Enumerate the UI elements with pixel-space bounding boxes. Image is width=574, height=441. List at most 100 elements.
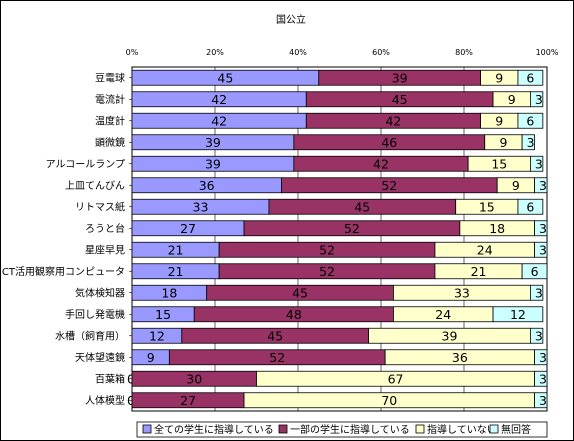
data-label: 24 (477, 242, 493, 257)
data-label: 42 (385, 113, 401, 128)
x-tick-label: 80% (455, 48, 473, 57)
data-label: 42 (211, 92, 227, 107)
data-label: 52 (319, 264, 335, 279)
x-tick-label: 60% (372, 48, 390, 57)
category-label: ろうと台 (85, 222, 125, 235)
data-label: 21 (168, 242, 184, 257)
legend-label: 無回答 (501, 423, 531, 436)
data-label: 39 (392, 70, 408, 85)
data-label: 18 (489, 221, 505, 236)
bar-segment (521, 134, 535, 151)
data-label: 3 (527, 135, 535, 150)
data-label: 9 (508, 92, 516, 107)
category-label: 星座早見 (85, 243, 125, 256)
legend-swatch (278, 424, 288, 434)
bar-segment (534, 220, 548, 237)
bar-segment (534, 177, 548, 194)
data-label: 6 (531, 264, 539, 279)
data-label: 45 (267, 328, 283, 343)
legend-swatch (142, 424, 152, 434)
data-label: 24 (435, 307, 451, 322)
data-label: 3 (535, 92, 543, 107)
data-label: 30 (186, 371, 202, 386)
data-label: 3 (539, 178, 547, 193)
category-label: ICT活用観察用コンピュータ (1, 265, 125, 278)
data-label: 45 (292, 285, 308, 300)
data-label: 18 (161, 285, 177, 300)
category-label: リトマス紙 (75, 200, 125, 213)
category-label: 上皿てんびん (65, 180, 125, 192)
data-label: 12 (510, 307, 526, 322)
data-label: 9 (499, 135, 507, 150)
category-label: 気体検知器 (75, 286, 125, 299)
x-tick-label: 0% (126, 48, 139, 57)
data-label: 15 (155, 307, 171, 322)
data-label: 9 (495, 70, 503, 85)
data-label: 52 (269, 350, 285, 365)
legend-swatch (489, 424, 499, 434)
legend-label: 一部の学生に指導している (290, 423, 410, 436)
data-label: 39 (205, 135, 221, 150)
data-label: 70 (381, 393, 397, 408)
bar-segment (530, 284, 544, 301)
data-label: 45 (217, 70, 233, 85)
data-label: 45 (354, 199, 370, 214)
data-label: 9 (512, 178, 520, 193)
data-label: 6 (526, 199, 534, 214)
data-label: 33 (193, 199, 209, 214)
data-label: 3 (539, 371, 547, 386)
data-label: 3 (539, 221, 547, 236)
data-label: 27 (180, 393, 196, 408)
legend-label: 全ての学生に指導している (154, 423, 274, 436)
data-label: 39 (442, 328, 458, 343)
data-label: 3 (539, 242, 547, 257)
category-label: 電流計 (95, 93, 125, 106)
bar-segment (534, 241, 548, 258)
data-label: 52 (344, 221, 360, 236)
bar-segment (534, 370, 548, 387)
data-label: 15 (479, 199, 495, 214)
bar-segment (534, 392, 548, 409)
data-label: 3 (535, 156, 543, 171)
data-label: 12 (149, 328, 165, 343)
data-label: 3 (539, 350, 547, 365)
data-label: 42 (211, 113, 227, 128)
bar-segment (530, 327, 544, 344)
bar-segment (492, 306, 544, 323)
data-label: 67 (388, 371, 404, 386)
data-label: 9 (147, 350, 155, 365)
bar-segment (530, 155, 544, 172)
legend-swatch (415, 424, 425, 434)
bar-segment (517, 69, 544, 86)
category-label: 百葉箱 (95, 372, 125, 385)
data-label: 3 (535, 285, 543, 300)
x-tick-label: 40% (289, 48, 307, 57)
data-label: 3 (539, 393, 547, 408)
data-label: 6 (526, 70, 534, 85)
category-label: 温度計 (95, 114, 125, 127)
category-label: 水槽（飼育用） (55, 329, 125, 342)
data-label: 6 (526, 113, 534, 128)
chart-title: 国公立 (276, 13, 306, 26)
category-label: 手回し発電機 (65, 308, 125, 321)
data-label: 36 (452, 350, 468, 365)
data-label: 9 (495, 113, 503, 128)
category-label: 人体模型 (85, 394, 125, 407)
data-label: 52 (319, 242, 335, 257)
bar-segment (534, 349, 548, 366)
category-label: 天体望遠鏡 (75, 351, 125, 364)
data-label: 42 (373, 156, 389, 171)
data-label: 3 (535, 328, 543, 343)
data-label: 36 (199, 178, 215, 193)
bar-segment (530, 91, 544, 108)
data-label: 46 (381, 135, 397, 150)
bar-segment (517, 112, 544, 129)
data-label: 15 (491, 156, 507, 171)
data-label: 39 (205, 156, 221, 171)
data-label: 27 (180, 221, 196, 236)
bar-segment (517, 198, 544, 215)
data-label: 21 (168, 264, 184, 279)
x-tick-label: 20% (206, 48, 224, 57)
data-label: 21 (471, 264, 487, 279)
